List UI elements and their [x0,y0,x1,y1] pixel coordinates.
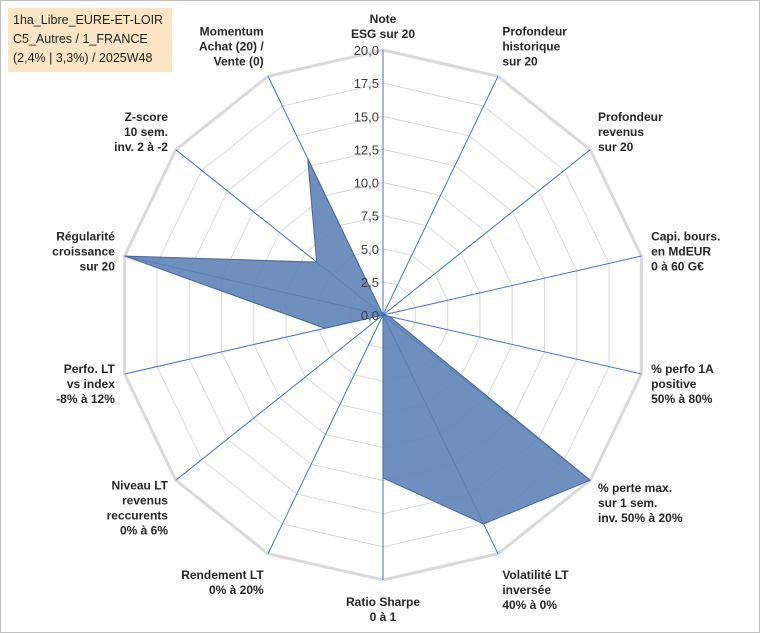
axis-label: % perte max. sur 1 sem. inv. 50% à 20% [598,481,683,525]
info-line-1: 1ha_Libre_EURE-ET-LOIR [13,13,164,27]
axis-label: Note ESG sur 20 [351,12,415,41]
axis-label: Momentum Achat (20) / Vente (0) [199,24,264,68]
info-box: 1ha_Libre_EURE-ET-LOIR C5_Autres / 1_FRA… [8,8,172,72]
axis-label: Capi. bours. en MdEUR 0 à 60 G€ [651,230,720,274]
axis-label: Profondeur revenus sur 20 [598,110,663,154]
axis-spoke [382,314,642,375]
tick-label: 10,0 [354,176,379,191]
axis-label: Perfo. LT vs index -8% à 12% [56,362,115,406]
tick-label: 17,5 [354,76,379,91]
tick-label: 2,5 [361,275,379,290]
tick-label: 5,0 [361,242,379,257]
tick-label: 7,5 [361,209,379,224]
tick-label: 12,5 [354,142,379,157]
axis-label: Volatilité LT inversée 40% à 0% [502,568,569,612]
tick-label: 20,0 [354,43,379,58]
axis-label: Rendement LT 0% à 20% [181,568,264,597]
info-line-2: C5_Autres / 1_FRANCE [13,32,148,46]
axis-label: Z-score 10 sem. inv. 2 à -2 [114,110,168,154]
axis-label: Profondeur historique sur 20 [502,24,567,68]
tick-label: 0,0 [361,308,379,323]
axis-label: Régularité croissance sur 20 [52,230,115,274]
axis-label: Niveau LT revenus reccurents 0% à 6% [107,478,169,537]
axis-spoke [382,255,642,316]
info-line-3: (2,4% | 3,3%) / 2025W48 [13,51,153,65]
axis-label: % perfo 1A positive 50% à 80% [651,362,714,406]
data-series-area [124,158,592,525]
axis-spoke [382,149,591,316]
axis-spoke [267,314,384,554]
axis-label: Ratio Sharpe 0 à 1 [346,595,420,624]
tick-label: 15,0 [354,109,379,124]
axis-spoke [382,76,499,316]
axis-spoke [175,314,384,481]
